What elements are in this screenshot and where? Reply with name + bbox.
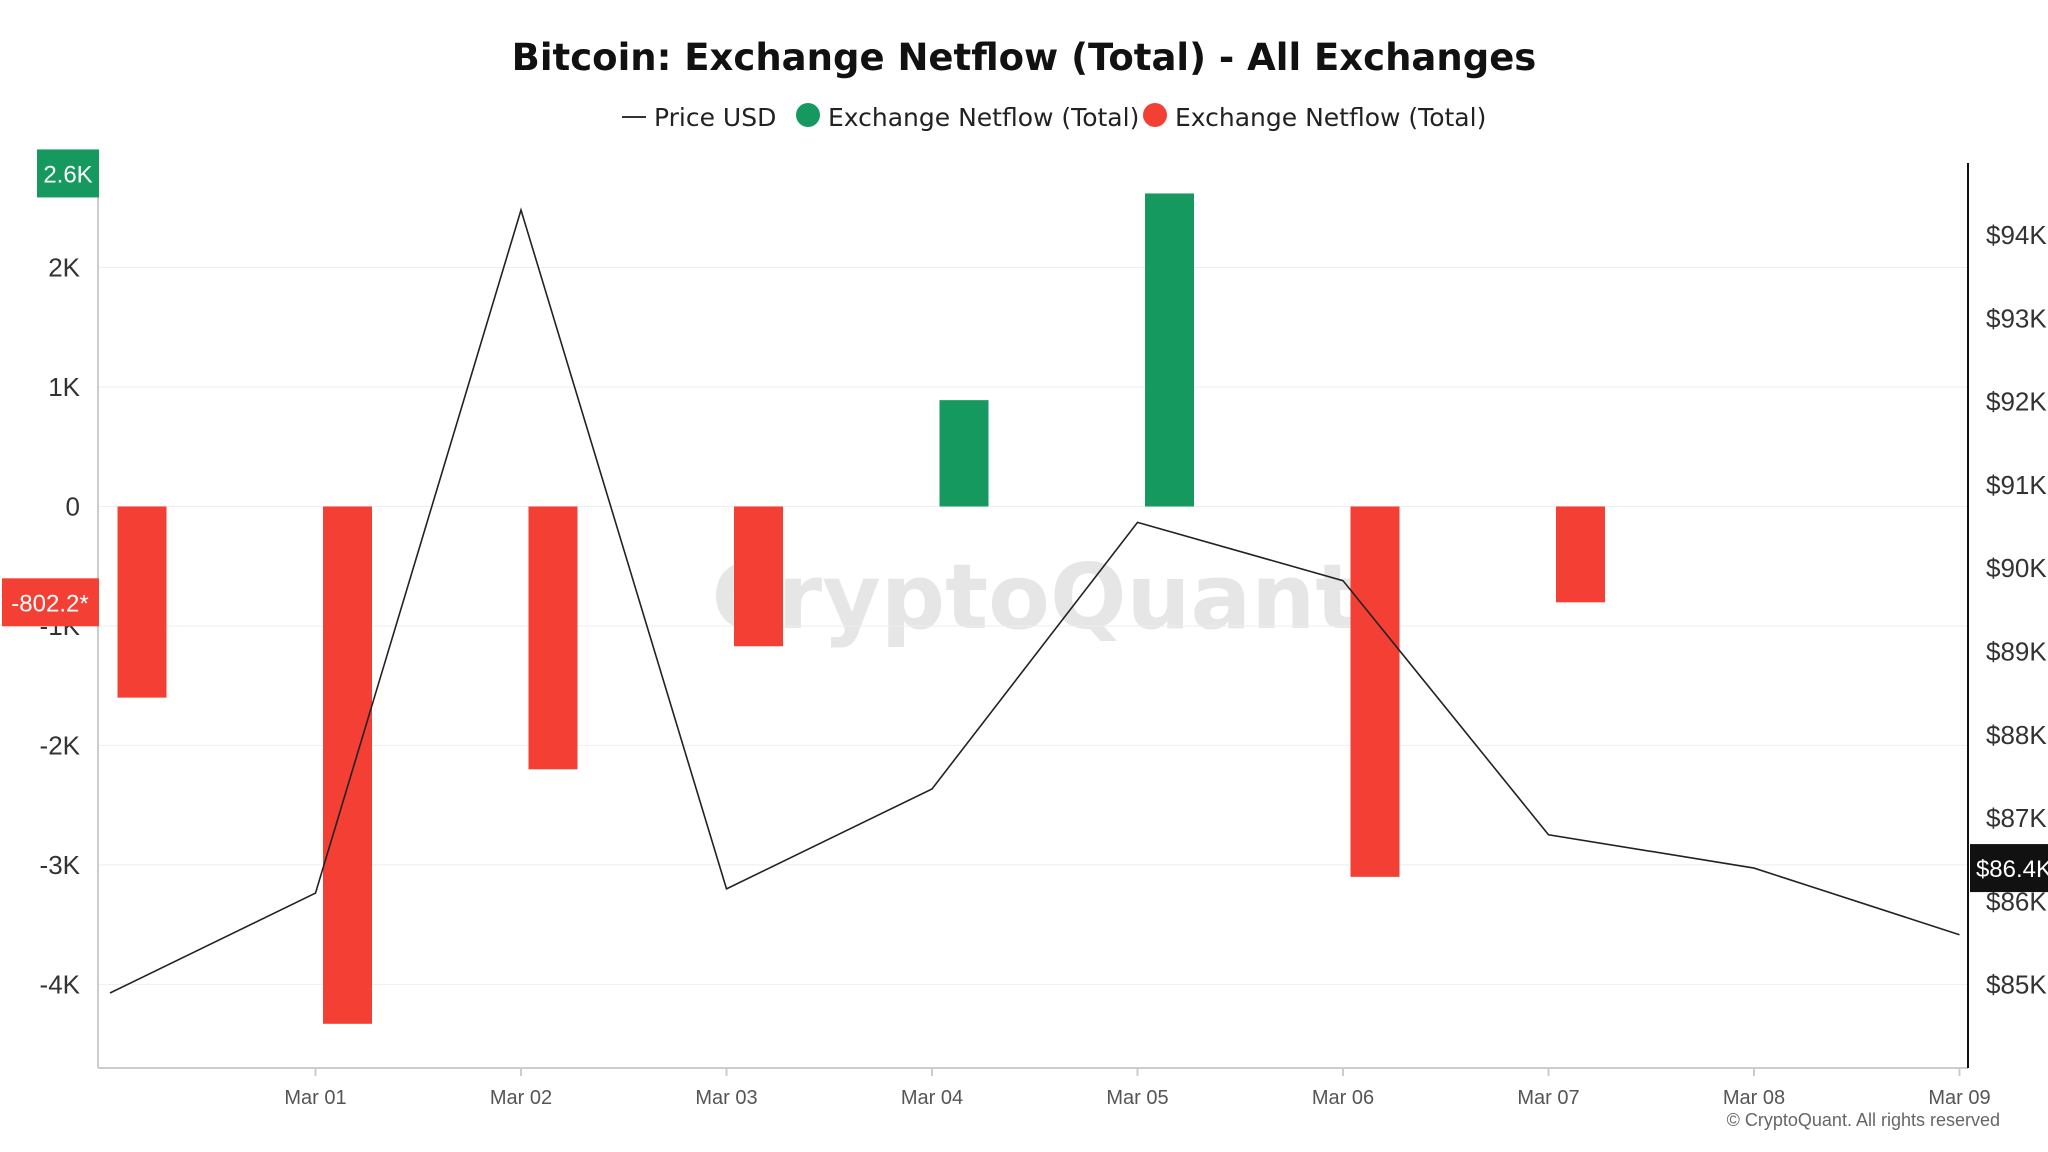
x-tick-label: Mar 09 bbox=[1928, 1087, 1990, 1109]
x-tick-label: Mar 07 bbox=[1517, 1087, 1579, 1109]
netflow-bar bbox=[939, 400, 989, 507]
netflow-bar bbox=[323, 506, 372, 1024]
legend-dot-icon bbox=[1143, 103, 1167, 127]
netflow-bars bbox=[117, 193, 1605, 1024]
price-line-group bbox=[109, 207, 1960, 994]
right-tick-label: $90K bbox=[1986, 553, 2047, 583]
right-last-badge-text: $86.4K bbox=[1976, 856, 2048, 883]
right-axis-ticks: $94K$93K$92K$91K$90K$89K$88K$87K$86K$85K bbox=[1986, 220, 2047, 1000]
right-tick-label: $88K bbox=[1986, 720, 2047, 750]
copyright-text: © CryptoQuant. All rights reserved bbox=[1727, 1110, 2000, 1130]
gridlines bbox=[98, 267, 1968, 985]
right-tick-label: $92K bbox=[1986, 387, 2047, 417]
left-tick-label: 0 bbox=[66, 491, 80, 521]
left-tick-label: 2K bbox=[48, 253, 80, 283]
netflow-bar bbox=[1145, 193, 1194, 507]
right-tick-label: $91K bbox=[1986, 470, 2047, 500]
netflow-bar bbox=[528, 506, 578, 770]
legend-label: Exchange Netflow (Total) bbox=[1175, 103, 1486, 132]
chart-legend: Price USD Exchange Netflow (Total) Exchang… bbox=[622, 103, 1486, 132]
left-tick-label: 1K bbox=[48, 372, 80, 402]
right-tick-label: $89K bbox=[1986, 636, 2047, 666]
x-axis-ticks: Mar 01 Mar 02 Mar 03 Mar 04 Mar 05 Mar 06 Mar … bbox=[284, 1068, 1991, 1109]
right-tick-label: $93K bbox=[1986, 303, 2047, 333]
left-tick-label: -2K bbox=[40, 730, 81, 760]
right-tick-label: $87K bbox=[1986, 803, 2047, 833]
x-tick-label: Mar 04 bbox=[901, 1087, 963, 1109]
left-last-badge-text: -802.2* bbox=[11, 590, 88, 617]
x-tick-label: Mar 01 bbox=[284, 1087, 346, 1109]
legend-label: Exchange Netflow (Total) bbox=[828, 103, 1139, 132]
price-line bbox=[109, 207, 1960, 994]
right-tick-label: $85K bbox=[1986, 970, 2047, 1000]
left-tick-label: -3K bbox=[40, 850, 81, 880]
legend-dot-icon bbox=[796, 103, 820, 127]
left-last-badge bbox=[2, 578, 99, 627]
watermark: CryptoQuant bbox=[712, 545, 1359, 650]
netflow-bar bbox=[117, 506, 167, 698]
netflow-bar bbox=[1556, 506, 1605, 603]
x-tick-label: Mar 03 bbox=[695, 1087, 757, 1109]
x-tick-label: Mar 02 bbox=[490, 1087, 552, 1109]
right-last-badge bbox=[1970, 844, 2048, 893]
left-tick-label: -4K bbox=[40, 969, 81, 999]
left-max-badge-text: 2.6K bbox=[43, 161, 92, 188]
left-max-badge bbox=[37, 149, 99, 198]
chart-title: Bitcoin: Exchange Netflow (Total) - All … bbox=[512, 36, 1537, 79]
x-tick-label: Mar 08 bbox=[1723, 1087, 1785, 1109]
netflow-bar bbox=[734, 506, 783, 647]
right-tick-label: $94K bbox=[1986, 220, 2047, 250]
x-tick-label: Mar 06 bbox=[1312, 1087, 1374, 1109]
netflow-bar bbox=[1350, 506, 1400, 877]
axis-badges: 2.6K -802.2* $86.4K bbox=[2, 149, 2048, 893]
legend-label: Price USD bbox=[654, 103, 776, 132]
x-tick-label: Mar 05 bbox=[1106, 1087, 1168, 1109]
